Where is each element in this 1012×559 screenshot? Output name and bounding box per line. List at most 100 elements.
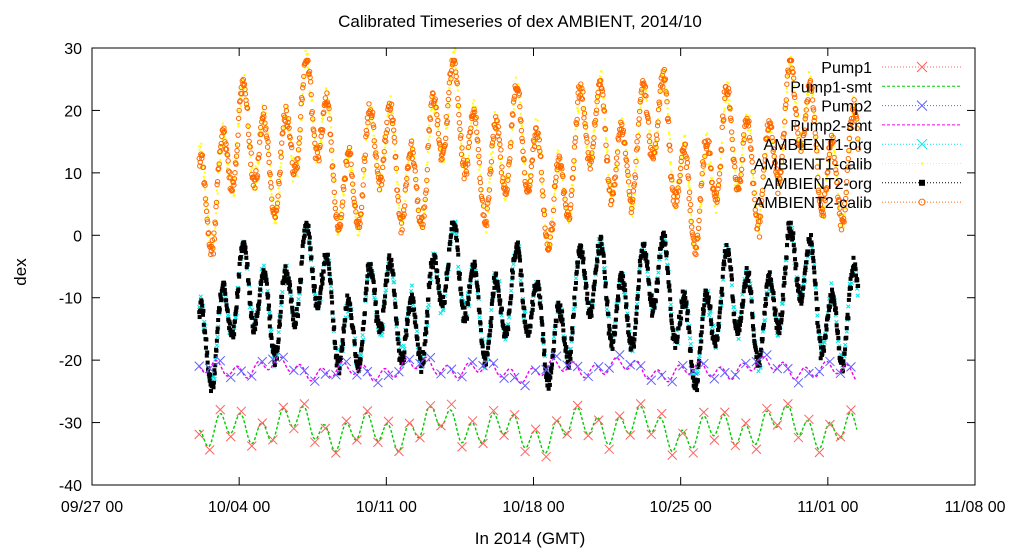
- data-point: [658, 254, 663, 259]
- data-point: [645, 119, 652, 125]
- data-point: [223, 291, 228, 296]
- data-point: [736, 336, 741, 342]
- data-point: [580, 84, 583, 87]
- data-point: [784, 106, 787, 109]
- data-point: [759, 202, 762, 205]
- data-point: [625, 317, 630, 322]
- data-point: [720, 157, 723, 160]
- data-point: [255, 313, 260, 318]
- data-point: [574, 144, 577, 147]
- data-point: [267, 310, 273, 316]
- data-point: [491, 275, 496, 280]
- data-point: [542, 196, 545, 199]
- data-point: [401, 221, 404, 224]
- data-point: [499, 307, 504, 312]
- data-point: [837, 204, 840, 207]
- data-point: [505, 172, 511, 179]
- data-point: [698, 333, 703, 338]
- data-point: [261, 114, 267, 120]
- data-point: [384, 119, 390, 126]
- data-point: [634, 301, 640, 307]
- data-point: [346, 144, 353, 151]
- data-point: [381, 162, 384, 165]
- data-point: [688, 187, 691, 190]
- data-point: [279, 166, 282, 169]
- data-point: [229, 184, 232, 187]
- data-point: [334, 218, 337, 221]
- data-point: [635, 294, 640, 299]
- data-point: [694, 236, 700, 242]
- data-point: [287, 280, 292, 285]
- data-point: [576, 260, 581, 265]
- data-point: [761, 167, 767, 173]
- data-point: [258, 287, 263, 292]
- data-point: [645, 260, 650, 265]
- data-point: [215, 330, 220, 335]
- data-point: [293, 324, 298, 329]
- data-point: [349, 316, 354, 321]
- data-point: [728, 117, 734, 124]
- data-point: [705, 137, 711, 144]
- data-point: [732, 311, 737, 316]
- data-point: [627, 335, 632, 340]
- data-point: [632, 172, 638, 178]
- data-point: [761, 194, 764, 197]
- data-point: [326, 105, 332, 112]
- data-point: [233, 312, 238, 317]
- data-point: [254, 173, 261, 179]
- data-point: [199, 146, 202, 149]
- data-point: [358, 226, 361, 229]
- data-point: [689, 229, 695, 236]
- data-point: [300, 85, 306, 91]
- data-point: [435, 280, 440, 285]
- data-point: [203, 201, 209, 207]
- data-point: [344, 306, 349, 311]
- data-point: [443, 288, 448, 293]
- data-point: [687, 326, 692, 331]
- data-point: [564, 209, 571, 215]
- data-point: [290, 305, 295, 310]
- data-point: [561, 189, 568, 195]
- data-point: [561, 179, 564, 182]
- data-point: [839, 213, 842, 216]
- data-point: [803, 113, 809, 119]
- data-point: [814, 122, 817, 125]
- data-point: [297, 127, 303, 133]
- data-point: [308, 246, 313, 251]
- data-point: [420, 227, 423, 230]
- data-point: [262, 114, 265, 117]
- data-point: [792, 94, 798, 101]
- data-point: [674, 339, 679, 344]
- data-point: [275, 356, 280, 361]
- data-point: [487, 188, 490, 191]
- data-point: [212, 376, 217, 382]
- data-point: [798, 140, 801, 143]
- data-point: [627, 174, 630, 177]
- data-point: [300, 243, 305, 248]
- data-point: [392, 279, 397, 285]
- data-point: [309, 108, 315, 115]
- data-point: [510, 141, 513, 144]
- data-point: [729, 136, 735, 143]
- data-point: [716, 322, 721, 327]
- data-point: [632, 332, 637, 337]
- data-point: [337, 222, 344, 228]
- data-point: [393, 301, 398, 306]
- data-point: [666, 100, 669, 103]
- data-point: [217, 163, 220, 166]
- data-point: [836, 196, 842, 203]
- data-point: [333, 179, 336, 182]
- data-point: [655, 280, 660, 285]
- data-point: [394, 150, 397, 153]
- data-point: [602, 265, 607, 271]
- data-point: [655, 106, 662, 113]
- data-point: [211, 385, 216, 390]
- data-point: [448, 76, 454, 82]
- data-point: [349, 147, 352, 150]
- data-point: [236, 144, 239, 147]
- data-point: [454, 80, 460, 87]
- data-point: [753, 193, 756, 196]
- data-point: [613, 324, 618, 329]
- data-point: [789, 63, 792, 66]
- data-point: [765, 152, 768, 155]
